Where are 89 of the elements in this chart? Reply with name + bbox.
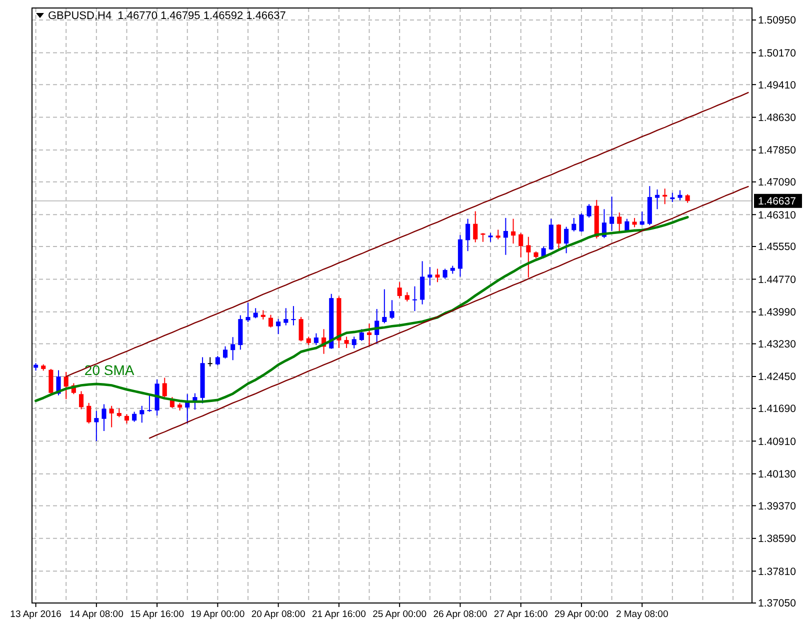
- y-tick-label: 1.49410: [758, 79, 796, 92]
- candlestick: [366, 323, 372, 347]
- candlestick: [466, 218, 470, 252]
- candlestick: [314, 332, 318, 346]
- candlestick: [215, 355, 220, 366]
- candlestick: [147, 393, 152, 412]
- x-tick-label: 26 Apr 08:00: [433, 609, 488, 620]
- x-tick-label: 13 Apr 2016: [10, 609, 62, 620]
- x-tick-label: 21 Apr 16:00: [312, 609, 366, 620]
- candlestick: [78, 390, 84, 410]
- candlestick: [352, 336, 356, 349]
- candlestick: [428, 266, 432, 286]
- candlestick: [503, 217, 508, 256]
- candlestick: [382, 288, 387, 324]
- x-tick-label: 2 May 08:00: [616, 609, 668, 620]
- y-tick-label: 1.43990: [758, 306, 796, 319]
- x-tick-label: 19 Apr 00:00: [190, 609, 245, 620]
- candlestick: [572, 217, 576, 232]
- y-tick-label: 1.38590: [758, 533, 796, 546]
- y-tick-label: 1.46310: [758, 209, 796, 222]
- candlestick: [268, 314, 274, 328]
- candlestick: [564, 226, 569, 254]
- series-label: 20 SMA: [84, 362, 135, 378]
- candlestick: [617, 212, 622, 234]
- candlestick: [556, 224, 562, 250]
- candlestick: [208, 356, 212, 367]
- candlestick: [678, 190, 682, 201]
- candlestick: [397, 282, 402, 299]
- candlestick: [222, 346, 228, 359]
- candlestick: [132, 411, 137, 422]
- candlestick: [64, 371, 68, 400]
- candlestick: [109, 405, 114, 428]
- candlestick: [390, 300, 394, 320]
- y-tick-label: 1.47090: [758, 176, 796, 189]
- candlestick: [654, 188, 660, 210]
- candlestick: [632, 217, 637, 228]
- line-series: [148, 186, 749, 439]
- candlestick: [253, 308, 258, 319]
- y-tick-label: 1.41690: [758, 403, 796, 416]
- y-tick-label: 1.37810: [758, 566, 796, 578]
- candlestick: [86, 402, 92, 424]
- candlestick: [412, 286, 418, 312]
- y-tick-label: 1.44770: [758, 274, 796, 286]
- candlestick: [162, 377, 167, 398]
- candlestick: [526, 236, 531, 278]
- candlestick: [124, 414, 130, 424]
- candlestick: [276, 318, 281, 335]
- candlestick: [473, 210, 478, 243]
- candlestick: [94, 410, 99, 442]
- candlestick: [610, 196, 614, 232]
- candlestick: [518, 232, 524, 258]
- candlestick: [404, 292, 410, 302]
- candlestick: [510, 218, 516, 244]
- candlestick: [246, 302, 250, 322]
- y-tick-label: 1.47850: [758, 144, 796, 157]
- candlestick: [579, 212, 584, 232]
- y-tick-label: 1.45550: [758, 241, 796, 254]
- candlestick: [435, 268, 440, 283]
- y-tick-label: 1.43230: [758, 338, 796, 350]
- y-tick-label: 1.50170: [758, 47, 796, 60]
- y-tick-label: 1.48630: [758, 112, 796, 124]
- candlestick: [291, 306, 296, 326]
- candlestick: [102, 404, 106, 432]
- y-tick-label: 1.50950: [758, 14, 796, 27]
- y-tick-label: 1.39370: [758, 500, 796, 512]
- ref-line-label: 1.46637: [758, 196, 796, 208]
- x-tick-label: 29 Apr 00:00: [554, 609, 608, 620]
- chart-title: GBPUSD,H4 1.46770 1.46795 1.46592 1.46637: [48, 10, 286, 22]
- candlestick: [284, 308, 288, 326]
- y-tick-label: 1.40130: [758, 468, 796, 480]
- x-tick-label: 27 Apr 16:00: [494, 609, 548, 620]
- candlestick: [496, 229, 500, 240]
- candlestick: [260, 310, 266, 320]
- x-tick-label: 25 Apr 00:00: [372, 609, 427, 620]
- x-tick-label: 20 Apr 08:00: [251, 609, 306, 620]
- candlestick: [344, 336, 349, 348]
- candlestick: [230, 336, 236, 361]
- candlestick: [586, 204, 592, 218]
- y-tick-label: 1.37050: [758, 598, 796, 610]
- y-tick-label: 1.40910: [758, 436, 796, 448]
- candlestick: [420, 260, 425, 305]
- candlestick: [359, 328, 364, 342]
- candlestick: [140, 405, 144, 424]
- candlestick: [298, 316, 304, 342]
- x-tick-label: 15 Apr 16:00: [130, 609, 184, 620]
- y-tick-label: 1.42450: [758, 371, 796, 384]
- x-tick-label: 14 Apr 08:00: [69, 609, 124, 620]
- candlestick: [442, 268, 448, 280]
- candlestick: [48, 368, 54, 394]
